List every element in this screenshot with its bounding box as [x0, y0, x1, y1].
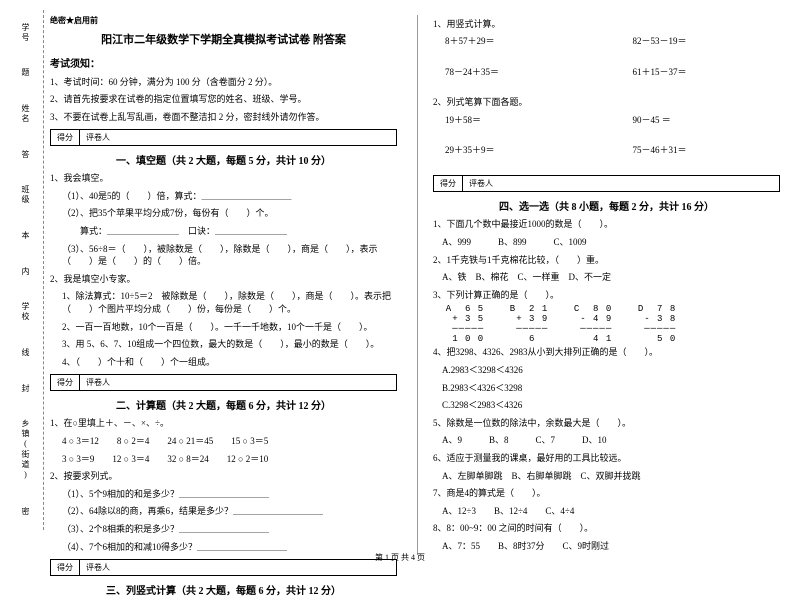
s4q2-opts: A、铁 B、棉花 C、一样重 D、不一定 — [433, 271, 780, 284]
expr: 29＋35＋9＝ — [445, 144, 593, 157]
q2-head: 2、我是填空小专家。 — [50, 273, 397, 286]
sidebar-dash: 内 — [20, 267, 31, 277]
notice-line: 2、请首先按要求在试卷的指定位置填写您的姓名、班级、学号。 — [50, 93, 397, 106]
q2-line: 3、用 5、6、7、10组成一个四位数，最大的数是（ ），最小的数是（ ）。 — [62, 338, 397, 351]
sidebar-label: 班级 — [20, 185, 31, 205]
expr: 90－45 ＝ — [633, 114, 781, 127]
sidebar-dash: 密 — [20, 507, 31, 517]
binding-sidebar: 学号 题 姓名 答 班级 本 内 学校 线 封 乡镇(街道) 密 — [8, 10, 44, 530]
score-cell: 得分 — [51, 130, 80, 145]
score-cell: 得分 — [434, 176, 463, 191]
sidebar-label: 姓名 — [20, 104, 31, 124]
q1-line: 算式：＿＿＿＿＿＿＿＿ 口诀：＿＿＿＿＿＿＿＿ — [62, 225, 397, 238]
score-box: 得分 评卷人 — [50, 129, 397, 146]
sidebar-label: 学号 — [20, 23, 31, 43]
s4q1-opts: A、999 B、899 C、1009 — [433, 236, 780, 249]
s2q1-row: 4 ○ 3＝12 8 ○ 2＝4 24 ○ 21＝45 15 ○ 3＝5 — [62, 435, 397, 448]
section3-title: 三、列竖式计算（共 2 大题，每题 6 分，共计 12 分） — [50, 582, 397, 597]
s4q1: 1、下面几个数中最接近1000的数是（ ）。 — [433, 218, 780, 231]
section2-title: 二、计算题（共 2 大题，每题 6 分，共计 12 分） — [50, 397, 397, 412]
secret-label: 绝密★启用前 — [50, 15, 397, 26]
sidebar-dash: 本 — [20, 231, 31, 241]
s3q1-row: 8＋57＋29＝ 82－53－19＝ — [445, 35, 780, 48]
expr: 61＋15－37＝ — [633, 66, 781, 79]
section1-title: 一、填空题（共 2 大题，每题 5 分，共计 10 分） — [50, 152, 397, 167]
section4-title: 四、选一选（共 8 小题，每题 2 分，共计 16 分） — [433, 198, 780, 213]
expr: 8＋57＋29＝ — [445, 35, 593, 48]
sidebar-dash: 封 — [20, 384, 31, 394]
s4q7: 7、商是4的算式是（ ）。 — [433, 487, 780, 500]
s2q2-line: （2）、64除以8的商，再乘6，结果是多少？＿＿＿＿＿＿＿＿＿＿ — [62, 505, 397, 518]
s4q2: 2、1千克铁与1千克棉花比较，（ ）重。 — [433, 254, 780, 267]
expr: 78－24＋35＝ — [445, 66, 593, 79]
s3q2-row: 29＋35＋9＝ 75－46＋31＝ — [445, 144, 780, 157]
s2q2-head: 2、按要求列式。 — [50, 470, 397, 483]
s4q7-opts: A、12÷3 B、12÷4 C、4÷4 — [433, 505, 780, 518]
left-column: 绝密★启用前 阳江市二年级数学下学期全真模拟考试试卷 附答案 考试须知： 1、考… — [50, 15, 397, 555]
sidebar-label: 学校 — [20, 302, 31, 322]
q2-line: 4、（ ）个十和（ ）个一组成。 — [62, 356, 397, 369]
s4q4-opt: B.2983＜4326＜3298 — [433, 382, 780, 395]
s4q5: 5、除数是一位数的除法中，余数最大是（ ）。 — [433, 417, 780, 430]
s4q6: 6、适应于测量我的课桌，最好用的工具比较远。 — [433, 452, 780, 465]
s3q1-row: 78－24＋35＝ 61＋15－37＝ — [445, 66, 780, 79]
s4q8: 8、8：00~9：00 之间的时间有（ ）。 — [433, 522, 780, 535]
page-content: 绝密★启用前 阳江市二年级数学下学期全真模拟考试试卷 附答案 考试须知： 1、考… — [50, 15, 780, 555]
s4q3: 3、下列计算正确的是（ ）。 — [433, 289, 780, 302]
q1-line: （2）、把35个苹果平均分成7份，每份有（ ）个。 — [62, 207, 397, 220]
score-box: 得分 评卷人 — [50, 374, 397, 391]
score-cell: 评卷人 — [80, 130, 116, 145]
sidebar-dash: 题 — [20, 68, 31, 78]
q1-line: （3）、56÷8＝（ ），被除数是（ ），除数是（ ），商是（ ），表示（ ）是… — [62, 243, 397, 268]
s4q8-opts: A、7：55 B、8时37分 C、9时刚过 — [433, 540, 780, 553]
notice-line: 3、不要在试卷上乱写乱画，卷面不整洁扣 2 分，密封线外请勿作答。 — [50, 111, 397, 124]
s3q2-head: 2、列式笔算下面各题。 — [433, 96, 780, 109]
s4q6-opts: A、左脚单脚跳 B、右脚单脚跳 C、双脚并拢跳 — [433, 470, 780, 483]
arith-op: + 3 5 + 3 9 - 4 9 - 3 8 — [433, 314, 780, 324]
score-box: 得分 评卷人 — [433, 175, 780, 192]
s2q1-head: 1、在○里填上＋、－、×、÷。 — [50, 417, 397, 430]
sidebar-label: 乡镇(街道) — [20, 419, 31, 481]
expr: 82－53－19＝ — [633, 35, 781, 48]
s3q1-head: 1、用竖式计算。 — [433, 18, 780, 31]
expr: 75－46＋31＝ — [633, 144, 781, 157]
s3q2-row: 19＋58＝ 90－45 ＝ — [445, 114, 780, 127]
q2-line: 2、一百一百地数，10个一百是（ ）。一千一千地数，10个一千是（ ）。 — [62, 321, 397, 334]
expr: 19＋58＝ — [445, 114, 593, 127]
arith-underline: ───── ───── ───── ───── — [433, 324, 780, 334]
q2-line: 1、除法算式：10÷5＝2 被除数是（ ），除数是（ ），商是（ ）。表示把（ … — [62, 290, 397, 315]
q1-line: （1）、40是5的（ ）倍，算式：＿＿＿＿＿＿＿＿＿＿ — [62, 190, 397, 203]
sidebar-dash: 线 — [20, 348, 31, 358]
notice-line: 1、考试时间：60 分钟，满分为 100 分（含卷面分 2 分）。 — [50, 76, 397, 89]
page-footer: 第 1 页 共 4 页 — [0, 552, 800, 563]
s2q2-line: （1）、5个9相加的和是多少？＿＿＿＿＿＿＿＿＿＿ — [62, 488, 397, 501]
exam-title: 阳江市二年级数学下学期全真模拟考试试卷 附答案 — [50, 31, 397, 47]
s4q4-opt: C.3298＜2983＜4326 — [433, 399, 780, 412]
s2q1-row: 3 ○ 3＝9 12 ○ 3＝4 32 ○ 8＝24 12 ○ 2＝10 — [62, 453, 397, 466]
arith-result: 1 0 0 6 4 1 5 0 — [433, 334, 780, 344]
q1-head: 1、我会填空。 — [50, 172, 397, 185]
score-cell: 评卷人 — [80, 375, 116, 390]
s4q4: 4、把3298、4326、2983从小到大排列正确的是（ ）。 — [433, 346, 780, 359]
score-cell: 得分 — [51, 375, 80, 390]
right-column: 1、用竖式计算。 8＋57＋29＝ 82－53－19＝ 78－24＋35＝ 61… — [417, 15, 780, 555]
sidebar-dash: 答 — [20, 150, 31, 160]
s4q5-opts: A、9 B、8 C、7 D、10 — [433, 434, 780, 447]
notice-heading: 考试须知： — [50, 55, 397, 70]
s4q4-opt: A.2983＜3298＜4326 — [433, 364, 780, 377]
score-cell: 评卷人 — [463, 176, 499, 191]
arith-header: A 6 5 B 2 1 C 8 0 D 7 8 — [433, 304, 780, 314]
s2q2-line: （3）、2个8相乘的积是多少？＿＿＿＿＿＿＿＿＿＿ — [62, 523, 397, 536]
